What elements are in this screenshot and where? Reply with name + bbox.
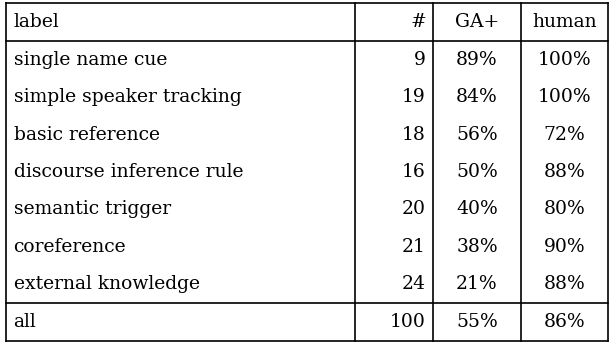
Text: 88%: 88%: [543, 276, 585, 293]
Text: 18: 18: [402, 126, 426, 143]
Text: 21%: 21%: [456, 276, 498, 293]
Text: semantic trigger: semantic trigger: [14, 201, 171, 218]
Text: single name cue: single name cue: [14, 51, 167, 68]
Text: 89%: 89%: [456, 51, 498, 68]
Text: 38%: 38%: [456, 238, 498, 256]
Text: 20: 20: [402, 201, 426, 218]
Text: discourse inference rule: discourse inference rule: [14, 163, 243, 181]
Text: all: all: [14, 313, 36, 331]
Text: basic reference: basic reference: [14, 126, 160, 143]
Text: 84%: 84%: [456, 88, 498, 106]
Text: #: #: [410, 13, 426, 31]
Text: 100%: 100%: [537, 88, 591, 106]
Text: 90%: 90%: [543, 238, 585, 256]
Text: 9: 9: [414, 51, 426, 68]
Text: 40%: 40%: [456, 201, 498, 218]
Text: human: human: [532, 13, 597, 31]
Text: 86%: 86%: [543, 313, 585, 331]
Text: 100%: 100%: [537, 51, 591, 68]
Text: 50%: 50%: [456, 163, 498, 181]
Text: 24: 24: [402, 276, 426, 293]
Text: GA+: GA+: [455, 13, 499, 31]
Text: 100: 100: [390, 313, 426, 331]
Text: 21: 21: [402, 238, 426, 256]
Text: simple speaker tracking: simple speaker tracking: [14, 88, 241, 106]
Text: 56%: 56%: [456, 126, 498, 143]
Text: 55%: 55%: [456, 313, 498, 331]
Text: label: label: [14, 13, 60, 31]
Text: 80%: 80%: [543, 201, 585, 218]
Text: coreference: coreference: [14, 238, 126, 256]
Text: 16: 16: [402, 163, 426, 181]
Text: 88%: 88%: [543, 163, 585, 181]
Text: 72%: 72%: [543, 126, 585, 143]
Text: 19: 19: [402, 88, 426, 106]
Text: external knowledge: external knowledge: [14, 276, 200, 293]
